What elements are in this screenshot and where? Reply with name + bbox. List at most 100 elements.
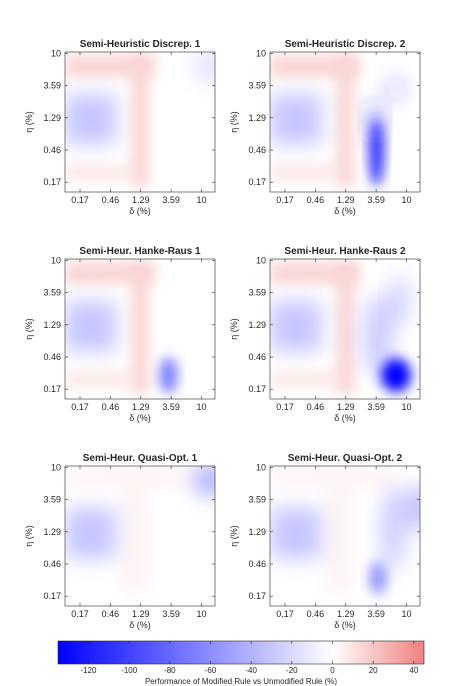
y-axis-label: η (%) — [229, 525, 239, 547]
panel-title: Semi-Heur. Quasi-Opt. 1 — [83, 453, 198, 464]
axes-frame — [64, 465, 216, 607]
x-tick-label: 1.29 — [132, 402, 150, 412]
x-tick-label: 10 — [401, 402, 411, 412]
x-tick-label: 0.46 — [102, 609, 120, 619]
y-axis-label: η (%) — [24, 525, 34, 547]
heatmap-region-faint-red — [122, 480, 146, 592]
y-axis-label: η (%) — [229, 318, 239, 340]
colorbar-tick-label: 40 — [409, 666, 418, 675]
y-tick-label: 3.59 — [248, 81, 266, 91]
y-tick-label: 0.17 — [43, 177, 61, 187]
heatmap-area — [65, 52, 215, 192]
x-axis-label: δ (%) — [334, 620, 356, 630]
x-axis-label: δ (%) — [334, 413, 356, 423]
heatmap-region-blue-corner — [192, 466, 215, 497]
heatmap-region-red-band — [131, 264, 149, 394]
heatmap-region-red-band — [65, 164, 133, 181]
x-tick-label: 3.59 — [367, 609, 385, 619]
y-tick-label: 1.29 — [248, 320, 266, 330]
y-tick-label: 3.59 — [43, 288, 61, 298]
x-tick-label: 3.59 — [162, 609, 180, 619]
x-tick-label: 1.29 — [337, 402, 355, 412]
y-tick-label: 3.59 — [248, 495, 266, 505]
heatmap-region-blue-blob — [363, 294, 393, 378]
x-tick-label: 0.46 — [307, 609, 325, 619]
y-tick-label: 0.17 — [43, 591, 61, 601]
heatmap-area — [270, 52, 420, 192]
panel-1: Semi-Heuristic Discrep. 1 0.17 0.46 1.29 3.5… — [24, 39, 216, 216]
colorbar-tick-label: -100 — [121, 666, 138, 675]
x-tick-label: 0.17 — [71, 195, 89, 205]
x-tick-label: 0.17 — [71, 609, 89, 619]
heatmap-region-blue-diagonal — [369, 561, 387, 595]
y-tick-label: 3.59 — [43, 495, 61, 505]
x-tick-label: 10 — [401, 609, 411, 619]
y-tick-label: 0.46 — [248, 352, 266, 362]
panel-6: Semi-Heur. Quasi-Opt. 2 0.17 0.46 1.29 3.59 1… — [229, 453, 421, 630]
x-tick-label: 0.46 — [307, 195, 325, 205]
colorbar-tick-label: -120 — [80, 666, 97, 675]
panel-5: Semi-Heur. Quasi-Opt. 1 0.17 0.46 1.29 3.59 1… — [24, 453, 216, 630]
y-tick-label: 10 — [51, 48, 61, 58]
axes-frame — [269, 465, 421, 607]
y-tick-label: 0.46 — [43, 559, 61, 569]
y-tick-label: 1.29 — [43, 320, 61, 330]
x-tick-label: 1.29 — [132, 195, 150, 205]
y-tick-label: 1.29 — [43, 527, 61, 537]
axes-frame — [64, 51, 216, 193]
y-tick-label: 10 — [51, 255, 61, 265]
colorbar-tick-label: 0 — [330, 666, 335, 675]
heatmap-area — [270, 466, 420, 606]
x-tick-label: 0.17 — [71, 402, 89, 412]
y-tick-label: 3.59 — [248, 288, 266, 298]
heatmap-region-blue-blob — [381, 358, 411, 393]
x-tick-label: 0.17 — [276, 402, 294, 412]
heatmap-region-red-band — [65, 371, 133, 388]
heatmap-region-red-band — [336, 264, 354, 394]
y-tick-label: 1.29 — [43, 113, 61, 123]
panel-title: Semi-Heuristic Discrep. 1 — [80, 39, 201, 50]
heatmap-region-red-band — [270, 164, 338, 181]
colorbar-tick-label: -20 — [286, 666, 298, 675]
y-axis-label: η (%) — [229, 111, 239, 133]
y-tick-label: 0.46 — [43, 145, 61, 155]
y-axis-label: η (%) — [24, 318, 34, 340]
heatmap-region-blue-core — [65, 94, 116, 145]
heatmap-region-red-band — [336, 57, 354, 187]
heatmap-region-faint-red — [327, 480, 351, 592]
x-tick-label: 0.17 — [276, 609, 294, 619]
x-tick-label: 10 — [401, 195, 411, 205]
y-tick-label: 10 — [256, 462, 266, 472]
heatmap-region-red-band — [270, 371, 338, 388]
heatmap-region-blue-core — [65, 508, 116, 559]
x-tick-label: 3.59 — [367, 402, 385, 412]
x-tick-label: 3.59 — [367, 195, 385, 205]
heatmap-region-blue-diagonal — [402, 485, 420, 531]
panel-2: Semi-Heuristic Discrep. 2 0.17 0.46 1.29 3.5… — [229, 39, 421, 216]
x-tick-label: 10 — [196, 402, 206, 412]
y-tick-label: 1.29 — [248, 113, 266, 123]
heatmap-region-blue-blob — [388, 275, 410, 327]
heatmap-area — [270, 259, 420, 399]
x-axis-label: δ (%) — [334, 206, 356, 216]
x-tick-label: 0.17 — [276, 195, 294, 205]
y-tick-label: 3.59 — [43, 81, 61, 91]
y-tick-label: 0.46 — [248, 145, 266, 155]
x-tick-label: 0.46 — [102, 195, 120, 205]
colorbar: -120 -100 -80 -60 -40 -20 0 20 40 Performance of … — [57, 640, 425, 686]
colorbar-tick-label: -60 — [205, 666, 217, 675]
colorbar-gradient — [57, 640, 425, 665]
y-tick-label: 0.46 — [43, 352, 61, 362]
heatmap-area — [65, 466, 215, 606]
colorbar-tick-label: -40 — [245, 666, 257, 675]
panel-4: Semi-Heur. Hanke-Raus 2 0.17 0.46 1.29 3.59 1… — [229, 246, 421, 423]
x-axis-label: δ (%) — [129, 620, 151, 630]
panels-layer: Semi-Heuristic Discrep. 1 0.17 0.46 1.29 3.5… — [24, 39, 421, 630]
x-tick-label: 1.29 — [337, 195, 355, 205]
x-axis-label: δ (%) — [129, 413, 151, 423]
y-tick-label: 1.29 — [248, 527, 266, 537]
y-tick-label: 0.17 — [248, 177, 266, 187]
panel-title: Semi-Heur. Hanke-Raus 1 — [79, 246, 201, 257]
heatmap-region-blue-core — [270, 508, 321, 559]
